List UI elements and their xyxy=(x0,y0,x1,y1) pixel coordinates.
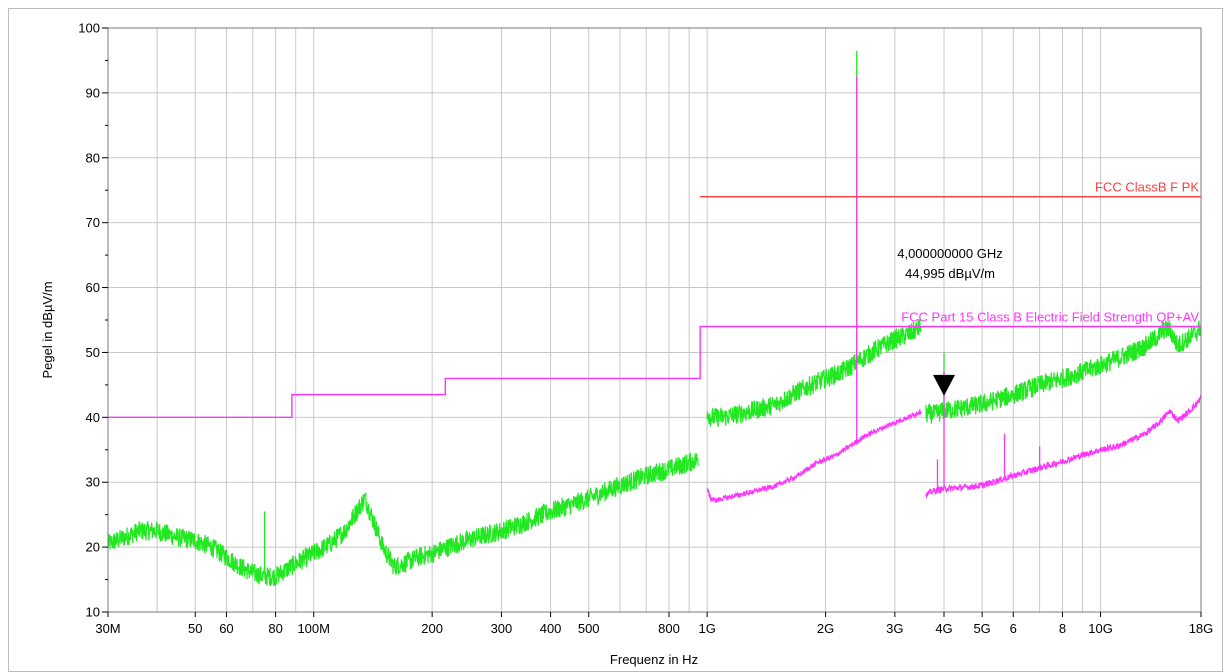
x-tick-label: 300 xyxy=(491,621,513,636)
series-1-segment-1 xyxy=(107,452,699,586)
y-tick-label: 80 xyxy=(86,150,100,165)
series-1-segment-3 xyxy=(925,320,1202,424)
x-tick-label: 10G xyxy=(1088,621,1113,636)
x-tick-label: 60 xyxy=(219,621,233,636)
x-tick-label: 6 xyxy=(1010,621,1017,636)
data-traces xyxy=(107,50,1202,586)
y-tick-label: 10 xyxy=(86,605,100,620)
x-tick-label: 80 xyxy=(268,621,282,636)
x-tick-label: 18G xyxy=(1189,621,1214,636)
x-tick-label: 3G xyxy=(886,621,903,636)
y-tick-label: 70 xyxy=(86,215,100,230)
axes: 10 20 30 40 50 60 70 80 90 100 30M 50 60 80 100M 200 300… xyxy=(78,21,1213,637)
x-tick-label: 1G xyxy=(698,621,715,636)
marker-level-label: 44,995 dBµV/m xyxy=(905,266,995,281)
x-tick-label: 4G xyxy=(935,621,952,636)
x-tick-label: 500 xyxy=(578,621,600,636)
series-2 xyxy=(706,76,1202,503)
x-tick-label: 200 xyxy=(421,621,443,636)
marker-frequency-label: 4,000000000 GHz xyxy=(897,246,1003,261)
y-tick-label: 20 xyxy=(86,540,100,555)
limit-line-label-2: FCC Part 15 Class B Electric Field Stren… xyxy=(901,309,1199,324)
annotations: 4,000000000 GHz 44,995 dBµV/m xyxy=(897,246,1003,396)
y-tick-label: 50 xyxy=(86,345,100,360)
y-tick-label: 60 xyxy=(86,280,100,295)
x-tick-label: 800 xyxy=(658,621,680,636)
marker-triangle xyxy=(933,374,956,396)
x-axis-title: Frequenz in Hz xyxy=(610,652,698,667)
x-tick-label: 5G xyxy=(973,621,990,636)
x-tick-label: 2G xyxy=(817,621,834,636)
limit-line-label-1: FCC ClassB F PK xyxy=(1095,180,1199,195)
limit-lines: FCC ClassB F PK FCC Part 15 Class B Elect… xyxy=(108,180,1201,419)
y-axis-title: Pegel in dBµV/m xyxy=(40,281,55,378)
limit-line-2 xyxy=(108,325,1201,419)
x-tick-label: 30M xyxy=(95,621,120,636)
series-1-segment-2 xyxy=(706,319,922,427)
series-2-segment-1 xyxy=(706,408,922,503)
x-tick-label: 50 xyxy=(188,621,202,636)
x-tick-label: 8 xyxy=(1059,621,1066,636)
y-tick-label: 30 xyxy=(86,475,100,490)
x-tick-label: 100M xyxy=(297,621,330,636)
series-2-segment-2 xyxy=(925,394,1202,499)
y-tick-label: 90 xyxy=(86,85,100,100)
y-tick-label: 40 xyxy=(86,410,100,425)
y-tick-label: 100 xyxy=(78,21,100,36)
x-tick-label: 400 xyxy=(540,621,562,636)
